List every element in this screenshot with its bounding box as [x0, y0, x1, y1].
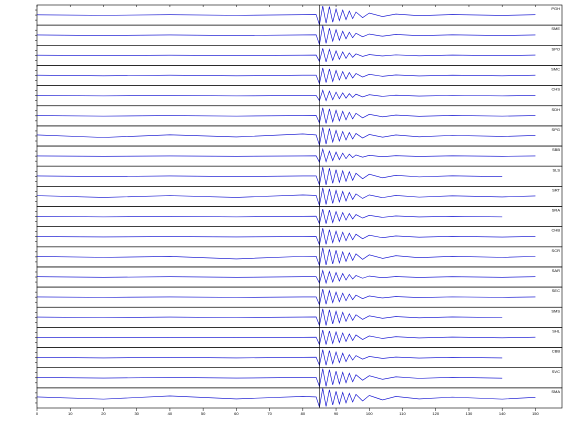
x-tick-label: 140: [499, 411, 506, 416]
station-label: SHL: [552, 328, 561, 333]
x-tick-label: 10: [68, 411, 73, 416]
waveform: [36, 208, 503, 225]
station-label: SDH: [552, 107, 561, 112]
x-tick-label: 150: [532, 411, 539, 416]
x-tick-label: 90: [334, 411, 339, 416]
waveform: [36, 48, 536, 63]
station-label: SMC: [551, 67, 560, 72]
waveform: [36, 368, 503, 388]
station-label: SAR: [552, 268, 560, 273]
waveform: [36, 289, 536, 306]
station-label: SEC: [552, 288, 560, 293]
station-label: PGH: [551, 6, 560, 11]
station-label: SPG: [552, 127, 560, 132]
waveform: [36, 308, 503, 327]
waveform: [36, 89, 536, 102]
x-tick-label: 80: [301, 411, 306, 416]
waveform: [36, 5, 536, 25]
waveform: [36, 25, 536, 46]
x-tick-label: 110: [399, 411, 406, 416]
station-label: SMS: [551, 308, 560, 313]
waveform: [36, 388, 536, 408]
waveform: [36, 107, 536, 124]
x-tick-label: 60: [234, 411, 239, 416]
waveform: [36, 247, 536, 267]
station-label: SMA: [551, 389, 560, 394]
station-label: SLS: [552, 167, 560, 172]
x-tick-label: 120: [432, 411, 439, 416]
x-tick-label: 130: [466, 411, 473, 416]
station-label: SPO: [552, 46, 560, 51]
waveform: [36, 187, 536, 207]
panel-frame: [36, 387, 563, 409]
waveform: [36, 67, 536, 85]
station-label: SCR: [552, 248, 561, 253]
station-label: SVC: [552, 369, 560, 374]
station-label: CBB: [552, 349, 561, 354]
waveform: [36, 127, 536, 147]
station-label: SRT: [552, 187, 560, 192]
x-tick-label: 40: [168, 411, 173, 416]
waveform: [36, 147, 536, 164]
station-label: SRA: [552, 208, 561, 213]
waveform: [36, 329, 536, 346]
x-tick-label: 0: [36, 411, 39, 416]
waveform: [36, 167, 503, 186]
station-label: SME: [551, 26, 560, 31]
waveform: [36, 269, 536, 285]
station-label: SBB: [552, 147, 560, 152]
waveform: [36, 349, 503, 367]
x-tick-label: 20: [101, 411, 106, 416]
x-tick-label: 70: [267, 411, 272, 416]
x-tick-label: 30: [134, 411, 139, 416]
station-label: CHB: [552, 228, 561, 233]
station-label: CHS: [552, 87, 561, 92]
x-tick-label: 100: [366, 411, 373, 416]
waveform: [36, 228, 536, 246]
x-tick-label: 50: [201, 411, 206, 416]
